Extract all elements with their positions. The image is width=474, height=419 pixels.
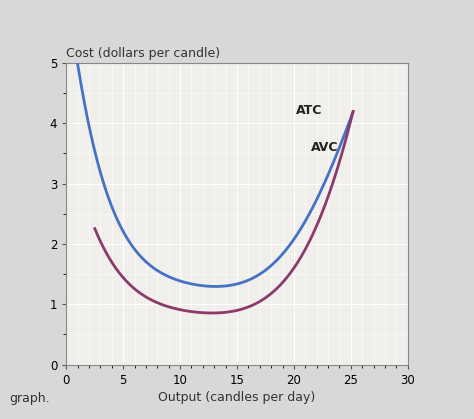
Text: AVC: AVC: [311, 141, 338, 154]
X-axis label: Output (candles per day): Output (candles per day): [158, 391, 316, 404]
Text: Cost (dollars per candle): Cost (dollars per candle): [66, 47, 220, 60]
Text: ATC: ATC: [296, 104, 322, 117]
Text: graph.: graph.: [9, 392, 50, 405]
